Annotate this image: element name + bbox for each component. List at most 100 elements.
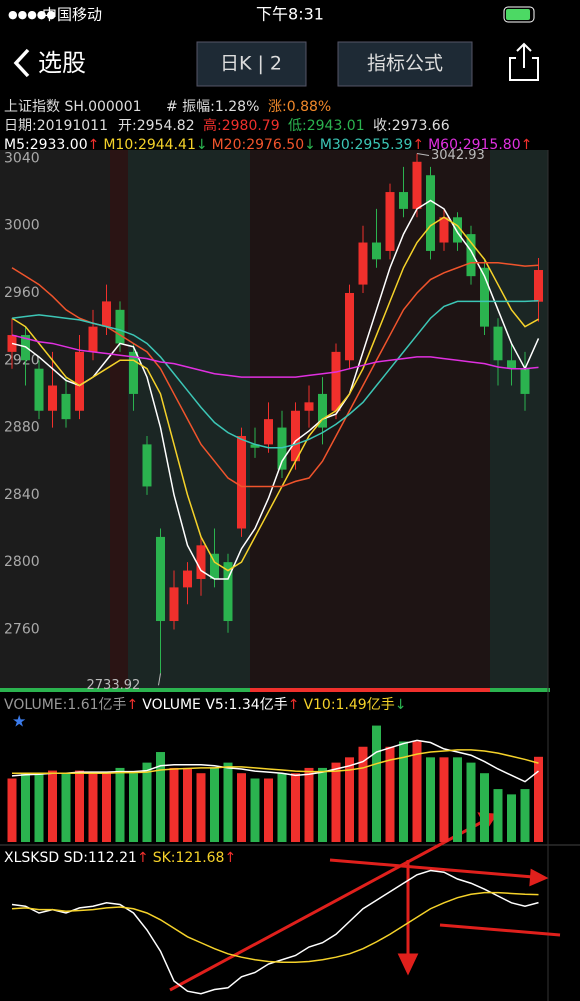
annotation-leader <box>416 152 430 156</box>
volume-bar <box>34 773 44 842</box>
clock: 下午8:31 <box>256 5 324 24</box>
candle-body <box>345 292 354 361</box>
candle-body <box>102 301 111 327</box>
legend-trend: ↑ <box>412 137 424 153</box>
candle-body <box>75 351 84 411</box>
formula-button[interactable] <box>337 41 473 87</box>
indicator-line <box>11 216 539 572</box>
formula-label[interactable]: 指标公式 <box>367 53 443 75</box>
period-label[interactable]: 日K | 2 <box>220 53 282 75</box>
y-tick-label: 3000 <box>4 218 40 234</box>
volume-bar <box>88 773 98 842</box>
candle-body <box>480 267 489 327</box>
volume-bar <box>291 773 300 842</box>
legend-entry: M5:2933.00 <box>4 137 88 153</box>
volume-bar <box>331 762 341 842</box>
legend-entry: SK:121.68 <box>153 850 225 866</box>
candle-body <box>426 175 435 251</box>
volume-bar <box>250 778 260 842</box>
legend-trend: ↓ <box>395 697 407 713</box>
volume-bar <box>277 773 287 842</box>
legend-trend: ↑ <box>137 850 149 866</box>
volume-bar <box>48 770 57 842</box>
share-button[interactable] <box>509 42 539 81</box>
legend-entry: M60:2915.80 <box>428 137 521 153</box>
date: 日期:20191011 <box>4 118 108 134</box>
volume-bar <box>399 741 408 842</box>
volume-bar <box>21 773 30 842</box>
volume-bar <box>75 770 84 842</box>
volume-bar <box>115 767 125 842</box>
volume-bar <box>142 762 152 842</box>
annotation: 2733.92 <box>87 678 141 693</box>
back-icon[interactable] <box>13 48 30 78</box>
volume-bar <box>196 773 206 842</box>
candle-body <box>318 393 327 428</box>
candle-body <box>331 351 341 411</box>
favorite-star[interactable]: ★ <box>12 712 26 731</box>
candle-body <box>520 368 530 394</box>
legend-entry: VOLUME V5:1.34亿手 <box>142 697 287 713</box>
panel-title: VOLUME:1.61亿手 <box>4 697 127 713</box>
back-button[interactable]: 选股 <box>38 49 86 77</box>
candle-body <box>183 570 192 588</box>
candle-body <box>291 410 300 462</box>
legend-trend: ↑ <box>224 850 236 866</box>
volume-bar <box>318 767 327 842</box>
candle-body <box>385 192 395 251</box>
volume-bar <box>129 773 138 842</box>
volume-bar <box>520 789 530 842</box>
candle-body <box>210 553 219 579</box>
volume-bar <box>223 762 233 842</box>
volume-bar <box>169 767 179 842</box>
volume-bar <box>264 778 273 842</box>
volume-bar <box>102 773 111 842</box>
volume-bar <box>7 778 17 842</box>
signal: ●●●●● <box>8 8 56 21</box>
y-tick-label: 2840 <box>4 487 40 503</box>
volume-bar <box>183 767 192 842</box>
legend-entry: V10:1.49亿手 <box>303 697 394 713</box>
low: 低:2943.01 <box>288 118 365 134</box>
battery <box>503 6 535 23</box>
candle-body <box>412 161 422 209</box>
volume-bar <box>237 773 246 842</box>
volume-bar <box>372 725 381 842</box>
indicator-line <box>11 334 539 378</box>
volume-bar <box>507 794 516 842</box>
volume-bar <box>345 757 354 842</box>
y-tick-label: 2800 <box>4 554 40 570</box>
open: 开:2954.82 <box>118 118 195 134</box>
candle-body <box>48 385 57 411</box>
candle-body <box>304 402 314 411</box>
legend-entry: M20:2976.50 <box>212 137 305 153</box>
indicator-line <box>11 299 539 449</box>
candle-body <box>493 326 503 361</box>
legend-trend: ↑ <box>521 137 533 153</box>
legend-trend: ↑ <box>288 697 300 713</box>
legend-trend: ↑ <box>127 697 139 713</box>
battery-level <box>506 9 530 20</box>
annotation: 3042.93 <box>431 148 485 163</box>
volume-bar <box>493 789 503 842</box>
candle-body <box>196 545 206 579</box>
close: 收:2973.66 <box>373 118 450 134</box>
candle-body <box>264 419 273 445</box>
indicator-line <box>11 891 539 964</box>
volume-bar <box>480 773 489 842</box>
candle-body <box>61 393 71 420</box>
legend-trend: ↑ <box>88 137 100 153</box>
y-tick-label: 3040 <box>4 150 40 166</box>
y-tick-label: 2960 <box>4 285 40 301</box>
volume-bar <box>534 756 543 842</box>
change: 涨:0.88% <box>268 99 331 115</box>
period-button[interactable] <box>196 41 307 87</box>
candle-body <box>534 270 543 302</box>
volume-bar <box>426 757 435 842</box>
candle-body <box>169 587 179 622</box>
candle-body <box>358 242 368 285</box>
indicator-line <box>12 749 539 774</box>
